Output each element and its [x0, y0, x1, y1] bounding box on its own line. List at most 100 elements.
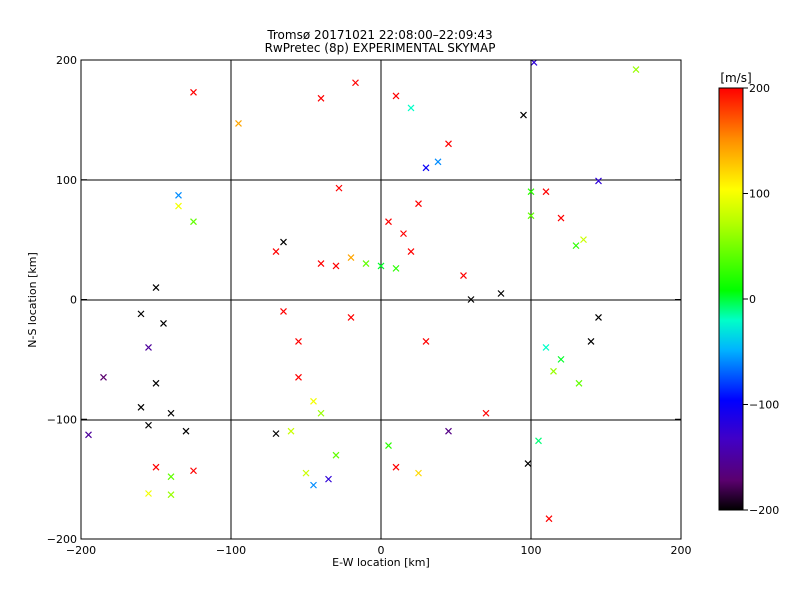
data-point-55 [527, 212, 535, 220]
chart-subtitle: RwPretec (8p) EXPERIMENTAL SKYMAP [265, 41, 496, 55]
data-point-6 [595, 177, 602, 185]
data-point-29 [310, 397, 317, 405]
data-point-44 [550, 367, 557, 375]
colorbar-tick-label: −100 [749, 399, 779, 412]
data-point-67 [385, 218, 392, 226]
data-point-33 [310, 481, 317, 489]
data-point-77 [295, 337, 302, 345]
data-point-0 [190, 88, 197, 96]
data-point-23 [167, 473, 175, 481]
data-point-14 [145, 343, 152, 351]
data-point-37 [415, 469, 422, 477]
data-point-25 [145, 490, 152, 497]
data-point-19 [167, 409, 175, 417]
data-point-52 [557, 214, 565, 222]
data-point-65 [407, 248, 415, 256]
data-point-10 [175, 191, 182, 199]
data-point-79 [422, 337, 430, 345]
colorbar-label: [m/s] [720, 71, 751, 85]
data-point-49 [595, 314, 602, 321]
x-tick-label: −100 [216, 544, 246, 557]
y-tick-label: −100 [47, 413, 77, 426]
y-tick-label: 100 [56, 174, 77, 187]
data-point-64 [392, 264, 400, 272]
data-point-39 [445, 427, 452, 435]
data-point-48 [587, 337, 595, 345]
x-tick-label: 200 [671, 544, 692, 557]
data-point-13 [160, 320, 167, 327]
data-point-63 [377, 262, 385, 270]
data-point-53 [542, 188, 550, 196]
data-point-22 [152, 463, 160, 471]
data-point-26 [167, 491, 175, 499]
data-point-74 [460, 272, 467, 279]
data-point-75 [467, 296, 475, 303]
data-point-21 [182, 427, 190, 435]
data-point-62 [362, 260, 370, 267]
data-point-43 [524, 460, 532, 467]
y-axis-label: N-S location [km] [26, 252, 39, 348]
data-point-72 [392, 92, 400, 100]
data-point-51 [580, 236, 587, 244]
data-point-12 [137, 310, 145, 318]
data-point-28 [287, 427, 295, 435]
data-point-36 [392, 463, 400, 471]
data-point-66 [400, 230, 407, 238]
data-point-16 [85, 431, 92, 439]
x-tick-label: −200 [66, 544, 96, 557]
x-tick-label: 0 [378, 544, 385, 557]
x-axis-ticks: −200 −100 0 100 200 [66, 60, 692, 557]
y-tick-label: 200 [56, 54, 77, 67]
data-point-11 [152, 284, 160, 291]
data-point-76 [497, 290, 505, 297]
colorbar-tick-label: 0 [749, 293, 756, 306]
data-point-61 [347, 254, 355, 262]
data-point-31 [295, 373, 302, 381]
colorbar-tick-label: 200 [749, 82, 770, 95]
data-point-3 [352, 79, 359, 87]
y-axis-ticks: −200 −100 0 100 200 [47, 54, 681, 546]
x-tick-label: 100 [521, 544, 542, 557]
data-point-70 [434, 158, 442, 166]
data-point-78 [347, 314, 355, 321]
data-point-34 [302, 469, 310, 477]
data-points [85, 60, 640, 523]
data-point-32 [325, 475, 332, 483]
data-point-9 [175, 202, 182, 210]
data-point-58 [280, 238, 287, 246]
data-point-38 [385, 442, 392, 450]
gridlines [81, 60, 681, 539]
data-point-71 [407, 104, 415, 112]
data-point-2 [317, 94, 325, 102]
data-point-59 [332, 262, 340, 270]
colorbar-ticks: 200 100 0 −100 −200 [743, 82, 779, 517]
data-point-7 [335, 184, 343, 192]
data-point-60 [317, 260, 325, 267]
data-point-35 [332, 451, 340, 459]
data-point-68 [415, 200, 422, 208]
data-point-42 [545, 515, 553, 523]
data-point-45 [542, 343, 550, 351]
y-tick-label: −200 [47, 533, 77, 546]
data-point-5 [520, 111, 527, 119]
data-point-20 [145, 421, 152, 429]
data-point-15 [100, 373, 107, 381]
data-point-8 [190, 218, 197, 226]
data-point-80 [280, 308, 287, 315]
colorbar: [m/s] 200 100 0 −100 −200 [718, 71, 779, 517]
data-point-50 [572, 242, 580, 250]
data-point-18 [137, 403, 145, 411]
colorbar-tick-label: 100 [749, 188, 770, 201]
data-point-47 [575, 379, 583, 387]
data-point-54 [527, 188, 535, 196]
data-point-56 [632, 66, 640, 74]
data-point-30 [317, 409, 325, 417]
data-point-57 [272, 248, 280, 256]
data-point-46 [557, 355, 565, 363]
data-point-69 [422, 164, 430, 172]
colorbar-gradient [719, 88, 743, 510]
colorbar-tick-label: −200 [749, 504, 779, 517]
data-point-73 [445, 140, 452, 148]
chart-title: Tromsø 20171021 22:08:00–22:09:43 [266, 28, 492, 42]
